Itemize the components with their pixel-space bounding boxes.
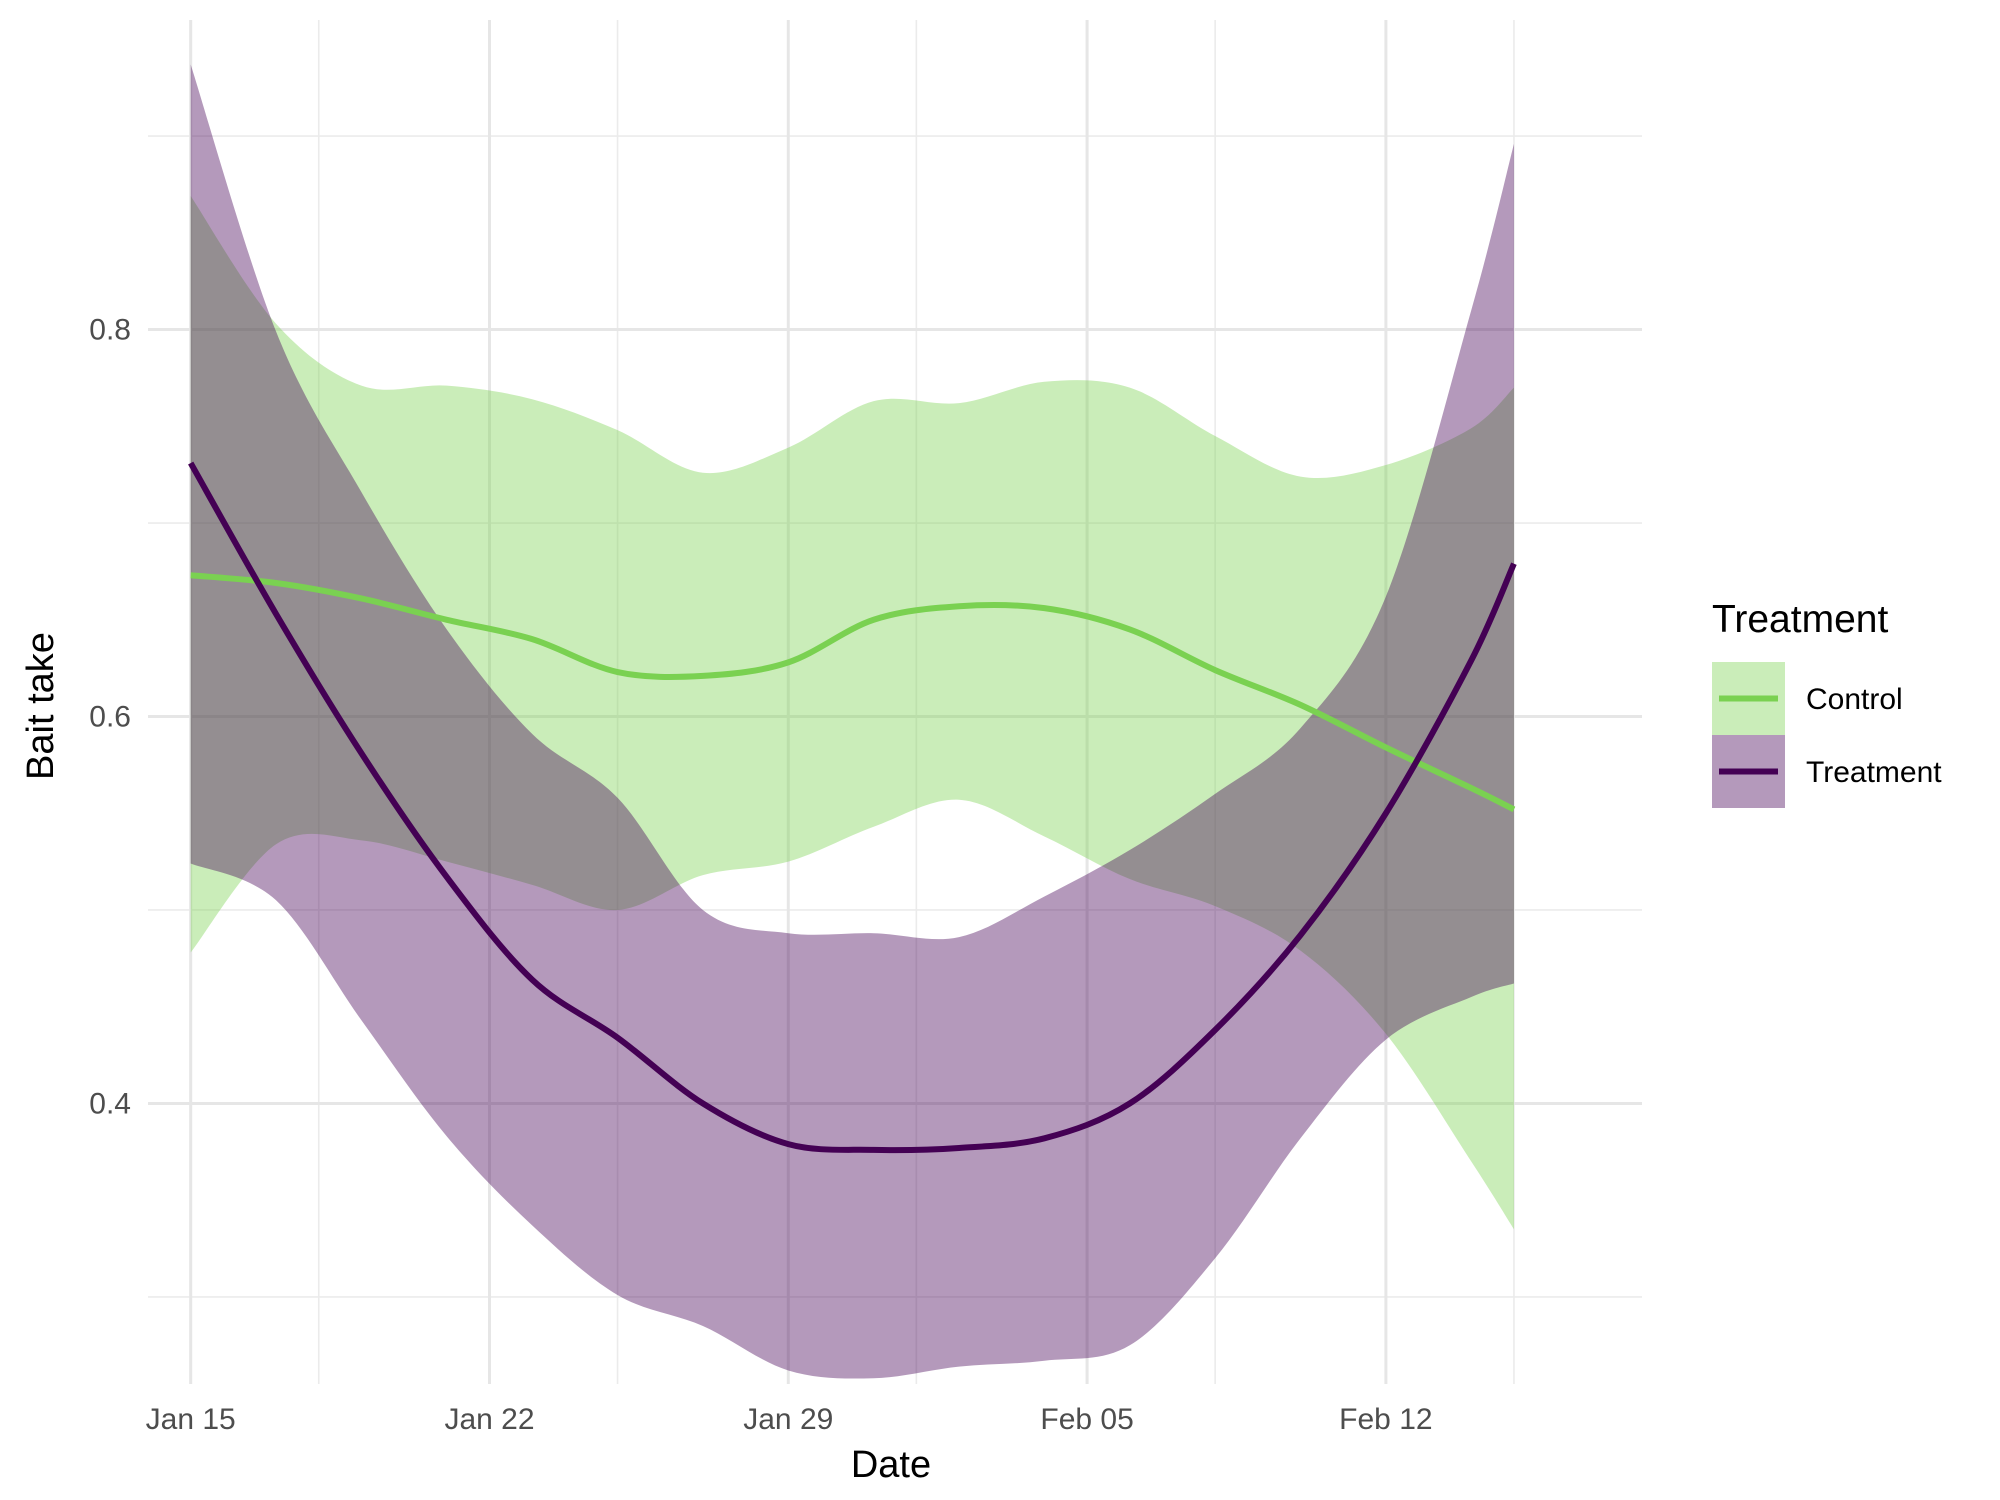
legend-key-control: Control — [1712, 662, 1903, 735]
legend-key-treatment: Treatment — [1712, 735, 1942, 808]
line-treatment — [188, 461, 1517, 1154]
x-tick-label: Jan 15 — [146, 1403, 236, 1436]
legend-label-treatment: Treatment — [1806, 756, 1942, 789]
legend-title: Treatment — [1712, 598, 1888, 641]
major-gridlines — [148, 20, 1642, 1384]
x-axis-tick-labels: Jan 15 Jan 22 Jan 29 Feb 05 Feb 12 — [146, 1403, 1433, 1436]
x-tick-label: Jan 29 — [743, 1403, 833, 1436]
y-axis-tick-labels: 0.4 0.6 0.8 — [89, 314, 131, 1121]
line-control — [190, 572, 1516, 813]
x-tick-label: Feb 12 — [1339, 1403, 1432, 1436]
legend: Treatment Control Treatment — [1712, 598, 1942, 808]
y-axis-title: Bait take — [20, 632, 62, 780]
x-tick-label: Feb 05 — [1040, 1403, 1133, 1436]
x-tick-label: Jan 22 — [444, 1403, 534, 1436]
confidence-ribbons — [190, 64, 1514, 1379]
y-tick-label: 0.6 — [89, 701, 131, 734]
ribbon-treatment — [190, 64, 1514, 1379]
series-lines — [188, 461, 1517, 1154]
x-axis-title: Date — [851, 1444, 931, 1486]
y-tick-label: 0.4 — [89, 1087, 131, 1120]
ribbon-control — [190, 196, 1514, 1230]
legend-label-control: Control — [1806, 683, 1903, 716]
minor-gridlines — [148, 20, 1642, 1384]
y-tick-label: 0.8 — [89, 314, 131, 347]
